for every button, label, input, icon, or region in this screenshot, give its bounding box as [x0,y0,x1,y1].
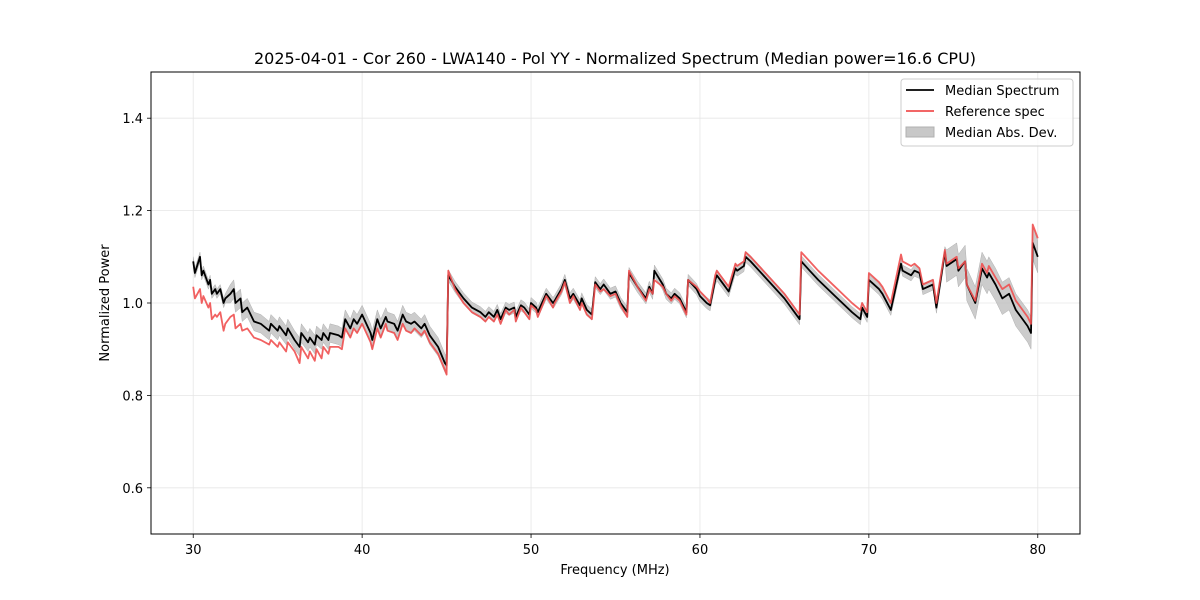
x-axis: 30 40 50 60 70 80 [185,534,1046,558]
legend-box [900,78,1074,147]
x-axis-label: Frequency (MHz) [560,563,669,578]
x-tick-label: 70 [861,543,878,558]
y-tick-label: 1.4 [122,112,143,127]
y-tick-label: 1.2 [122,205,143,220]
mad-band [192,226,1039,376]
legend-label-reference: Reference spec [945,105,1045,120]
y-axis-label: Normalized Power [98,244,113,362]
y-tick-label: 0.6 [122,482,143,497]
y-axis: 0.6 0.8 1.0 1.2 1.4 [122,112,151,497]
y-tick-label: 1.0 [122,297,143,312]
reference-spec-line [192,223,1039,376]
x-tick-label: 80 [1029,543,1046,558]
mad-band-group [192,226,1039,376]
chart-title: 2025-04-01 - Cor 260 - LWA140 - Pol YY -… [254,49,976,68]
y-tick-label: 0.8 [122,389,143,404]
legend: Median Spectrum Reference spec Median Ab… [900,78,1074,147]
x-tick-label: 60 [692,543,709,558]
legend-label-median: Median Spectrum [945,84,1059,99]
grid [151,72,1080,534]
legend-label-mad: Median Abs. Dev. [945,126,1057,141]
series-lines [192,223,1039,376]
x-tick-label: 30 [185,543,202,558]
x-tick-label: 50 [523,543,540,558]
x-tick-label: 40 [354,543,371,558]
median-spectrum-line [192,242,1039,367]
legend-swatch-mad [905,126,935,138]
